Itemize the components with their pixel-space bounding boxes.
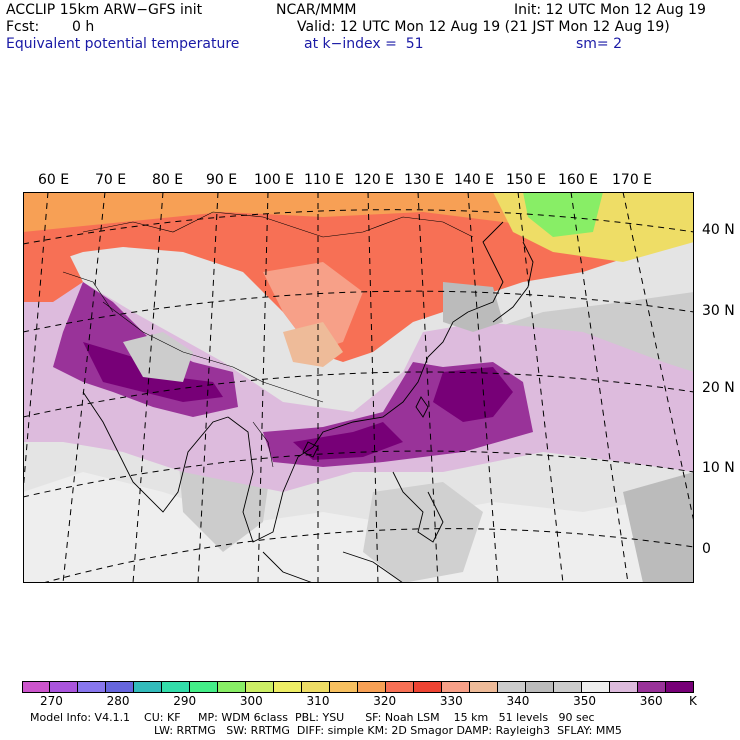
- colorbar-cell: [162, 681, 190, 693]
- maritime-region: [363, 482, 483, 583]
- graticule: [23, 192, 694, 583]
- hainan-coast: [302, 441, 319, 458]
- india-coast: [82, 391, 229, 513]
- lat-label: 40 N: [702, 222, 735, 238]
- ocean-south-region: [23, 472, 694, 583]
- colorbar-frame: [22, 681, 694, 693]
- borneo-coast: [342, 551, 404, 583]
- latitude-line: [42, 528, 694, 583]
- colorbar-cell: [638, 681, 666, 693]
- colorbar-tick-label: 290: [173, 694, 197, 708]
- asia-coast: [227, 311, 469, 543]
- lon-label: 70 E: [95, 172, 127, 188]
- colorbar-unit: K: [689, 694, 697, 708]
- taiwan-coast: [415, 396, 429, 418]
- moist-lilac-region: [23, 282, 694, 492]
- himalaya-border: [102, 301, 324, 403]
- colorbar-tick-label: 350: [573, 694, 597, 708]
- valid-time: Valid: 12 UTC Mon 12 Aug 19 (21 JST Mon …: [297, 19, 670, 35]
- colorbar-cell: [190, 681, 218, 693]
- sw-pacific-region: [623, 472, 694, 583]
- colorbar-tick-label: 270: [40, 694, 63, 708]
- smoothing-label: sm= 2: [576, 36, 623, 52]
- colorbar-cell: [218, 681, 246, 693]
- tibet-salmon-region: [263, 262, 363, 352]
- lon-label: 80 E: [152, 172, 184, 188]
- level-index: at k−index = 51: [304, 36, 424, 52]
- lat-label: 0: [702, 541, 711, 557]
- colorbar-cell: [246, 681, 274, 693]
- scs-deep-core: [293, 422, 403, 460]
- central-asia-warm: [23, 242, 83, 302]
- colorbar-tick-label: 280: [106, 694, 130, 708]
- japan-gray-region: [443, 282, 503, 332]
- lon-label: 110 E: [304, 172, 345, 188]
- colorbar-cell: [386, 681, 414, 693]
- indochina-border: [252, 421, 274, 468]
- lon-label: 90 E: [206, 172, 238, 188]
- korea-coast: [467, 221, 504, 313]
- colorbar-cell: [610, 681, 638, 693]
- lon-label: 100 E: [254, 172, 295, 188]
- lon-label: 160 E: [558, 172, 599, 188]
- colorbar-cell: [106, 681, 134, 693]
- colorbar-cell: [442, 681, 470, 693]
- philippines-coast: [392, 471, 444, 543]
- typhoon-core: [433, 367, 513, 422]
- lat-label: 30 N: [702, 303, 735, 319]
- model-info-line2: LW: RRTMG SW: RRTMG DIFF: simple KM: 2D …: [154, 724, 622, 737]
- colorbar-cell: [414, 681, 442, 693]
- colorbar-cell: [78, 681, 106, 693]
- lon-label: 60 E: [38, 172, 70, 188]
- fcst-label: Fcst:: [6, 19, 40, 35]
- colorbar-cell: [134, 681, 162, 693]
- colorbar-cell: [498, 681, 526, 693]
- colorbar-cell: [274, 681, 302, 693]
- japan-coast: [492, 241, 534, 323]
- lon-label: 140 E: [454, 172, 495, 188]
- lon-label: 120 E: [354, 172, 395, 188]
- lat-label: 20 N: [702, 380, 735, 396]
- colorbar-tick-label: 340: [506, 694, 530, 708]
- central-asia-border: [62, 271, 114, 313]
- country-borders: [62, 211, 474, 468]
- org-label: NCAR/MMM: [276, 2, 357, 18]
- sichuan-tan-region: [283, 322, 343, 367]
- malaya-coast: [262, 551, 314, 583]
- map-canvas: [23, 192, 694, 583]
- lon-label: 150 E: [506, 172, 547, 188]
- colorbar: [22, 681, 694, 693]
- fcst-value: 0 h: [72, 19, 95, 35]
- tibet-plateau-gray: [123, 332, 193, 382]
- theta-e-map: [23, 192, 694, 583]
- map-frame: [23, 192, 694, 583]
- colorbar-cell: [470, 681, 498, 693]
- colorbar-cell: [526, 681, 554, 693]
- colorbar-cell: [330, 681, 358, 693]
- colorbar-tick-label: 300: [239, 694, 263, 708]
- lat-label: 10 N: [702, 460, 735, 476]
- colorbar-cell: [582, 681, 610, 693]
- colorbar-cell: [554, 681, 582, 693]
- colorbar-cell: [358, 681, 386, 693]
- colorbar-cell: [22, 681, 50, 693]
- lon-label: 170 E: [612, 172, 653, 188]
- model-title: ACCLIP 15km ARW−GFS init: [6, 2, 203, 18]
- field-name: Equivalent potential temperature: [6, 36, 240, 52]
- colorbar-tick-label: 330: [439, 694, 463, 708]
- lon-label: 130 E: [404, 172, 445, 188]
- colorbar-tick-label: 320: [373, 694, 397, 708]
- colorbar-cell: [50, 681, 78, 693]
- colorbar-tick-label: 360: [639, 694, 663, 708]
- coastlines: [82, 221, 534, 583]
- longitude-line: [622, 192, 694, 523]
- mongolia-border: [82, 211, 474, 238]
- init-time: Init: 12 UTC Mon 12 Aug 19: [514, 2, 706, 18]
- colorbar-cell: [302, 681, 330, 693]
- model-info-line1: Model Info: V4.1.1 CU: KF MP: WDM 6class…: [30, 711, 595, 724]
- colorbar-tick-label: 310: [306, 694, 330, 708]
- siberia-green-region: [523, 192, 603, 237]
